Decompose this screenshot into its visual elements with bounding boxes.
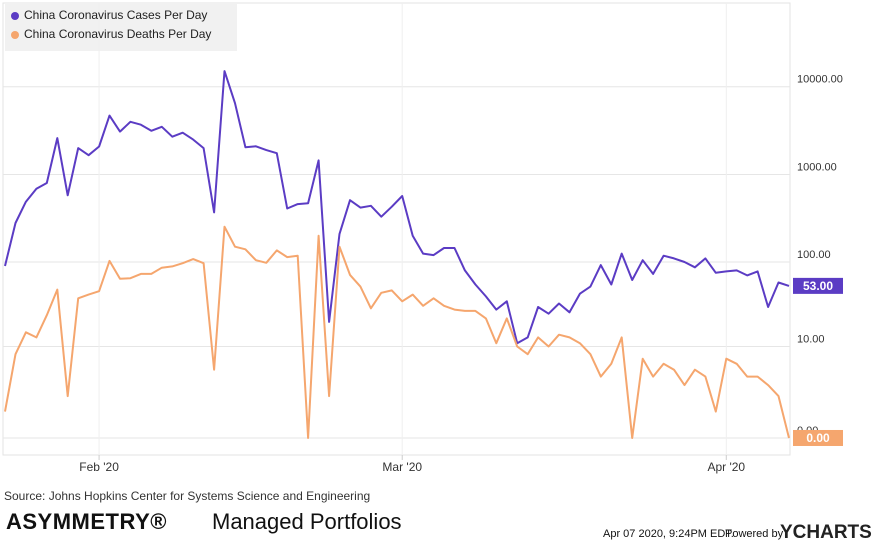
x-tick-label: Feb '20	[79, 460, 119, 474]
end-value-tag	[793, 429, 843, 446]
series-line	[4, 225, 790, 439]
provider-logo: YCHARTS	[780, 522, 872, 543]
end-value-label: 53.00	[803, 279, 833, 293]
logo-text: Managed Portfolios	[212, 509, 402, 534]
logo-brand: ASYMMETRY®	[6, 509, 167, 534]
timestamp: Apr 07 2020, 9:24PM EDT.	[603, 528, 734, 540]
end-value-label: 0.00	[806, 431, 830, 445]
end-value-tag	[793, 277, 843, 294]
legend-box	[5, 4, 237, 51]
plot-area	[2, 2, 791, 456]
x-tick-label: Apr '20	[707, 460, 745, 474]
legend-label: China Coronavirus Cases Per Day	[24, 8, 207, 22]
series-line	[4, 70, 790, 345]
source: Source: Johns Hopkins Center for Systems…	[4, 489, 370, 503]
legend-marker	[11, 31, 19, 39]
legend-label: China Coronavirus Deaths Per Day	[24, 27, 211, 41]
y-tick-label: 10000.00	[797, 74, 843, 86]
x-tick-label: Mar '20	[382, 460, 422, 474]
powered-by: Powered by	[725, 528, 784, 540]
legend-marker	[11, 12, 19, 20]
y-tick-label: 100.00	[797, 249, 831, 261]
y-tick-label: 10.00	[797, 333, 825, 345]
y-tick-label: 1000.00	[797, 161, 837, 173]
